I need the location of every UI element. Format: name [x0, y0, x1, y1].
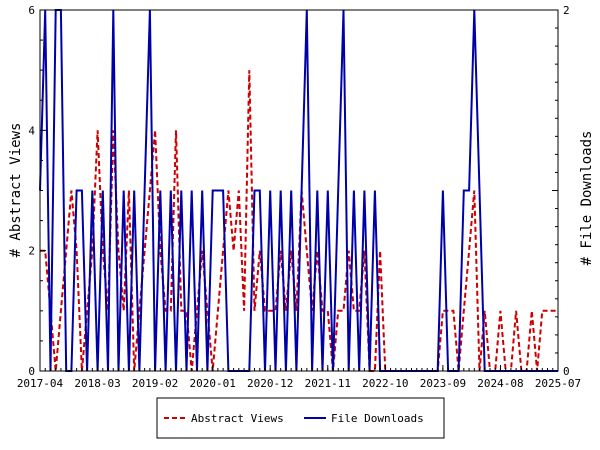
x-tick-label: 2023-09 [420, 377, 466, 390]
y-left-tick-label: 4 [28, 124, 35, 137]
x-tick-label: 2025-07 [535, 377, 581, 390]
y-left-tick-label: 0 [28, 365, 35, 378]
y-right-tick-label: 2 [563, 4, 570, 17]
tick-layer [39, 9, 559, 372]
legend-label-file-downloads: File Downloads [331, 412, 424, 425]
x-tick-label: 2020-12 [247, 377, 293, 390]
legend: Abstract Views File Downloads [156, 397, 445, 439]
legend-box [156, 397, 445, 439]
y-left-tick-label: 6 [28, 4, 35, 17]
x-tick-label: 2024-08 [477, 377, 523, 390]
x-tick-label: 2017-04 [17, 377, 64, 390]
x-tick-label: 2018-03 [74, 377, 120, 390]
left-axis-title: # Abstract Views [8, 123, 24, 258]
x-tick-label: 2022-10 [362, 377, 408, 390]
legend-label-abstract-views: Abstract Views [191, 412, 284, 425]
series-layer [39, 9, 558, 372]
y-left-tick-label: 2 [28, 245, 35, 258]
series-line-file-downloads [39, 9, 558, 372]
x-tick-label: 2020-01 [189, 377, 235, 390]
right-axis-title: # File Downloads [579, 131, 595, 266]
label-layer: 2017-04 2018-03 2019-02 2020-01 2020-12 2021-… [17, 4, 581, 390]
y-right-tick-label: 0 [563, 365, 570, 378]
x-tick-label: 2019-02 [132, 377, 178, 390]
x-tick-label: 2021-11 [305, 377, 351, 390]
